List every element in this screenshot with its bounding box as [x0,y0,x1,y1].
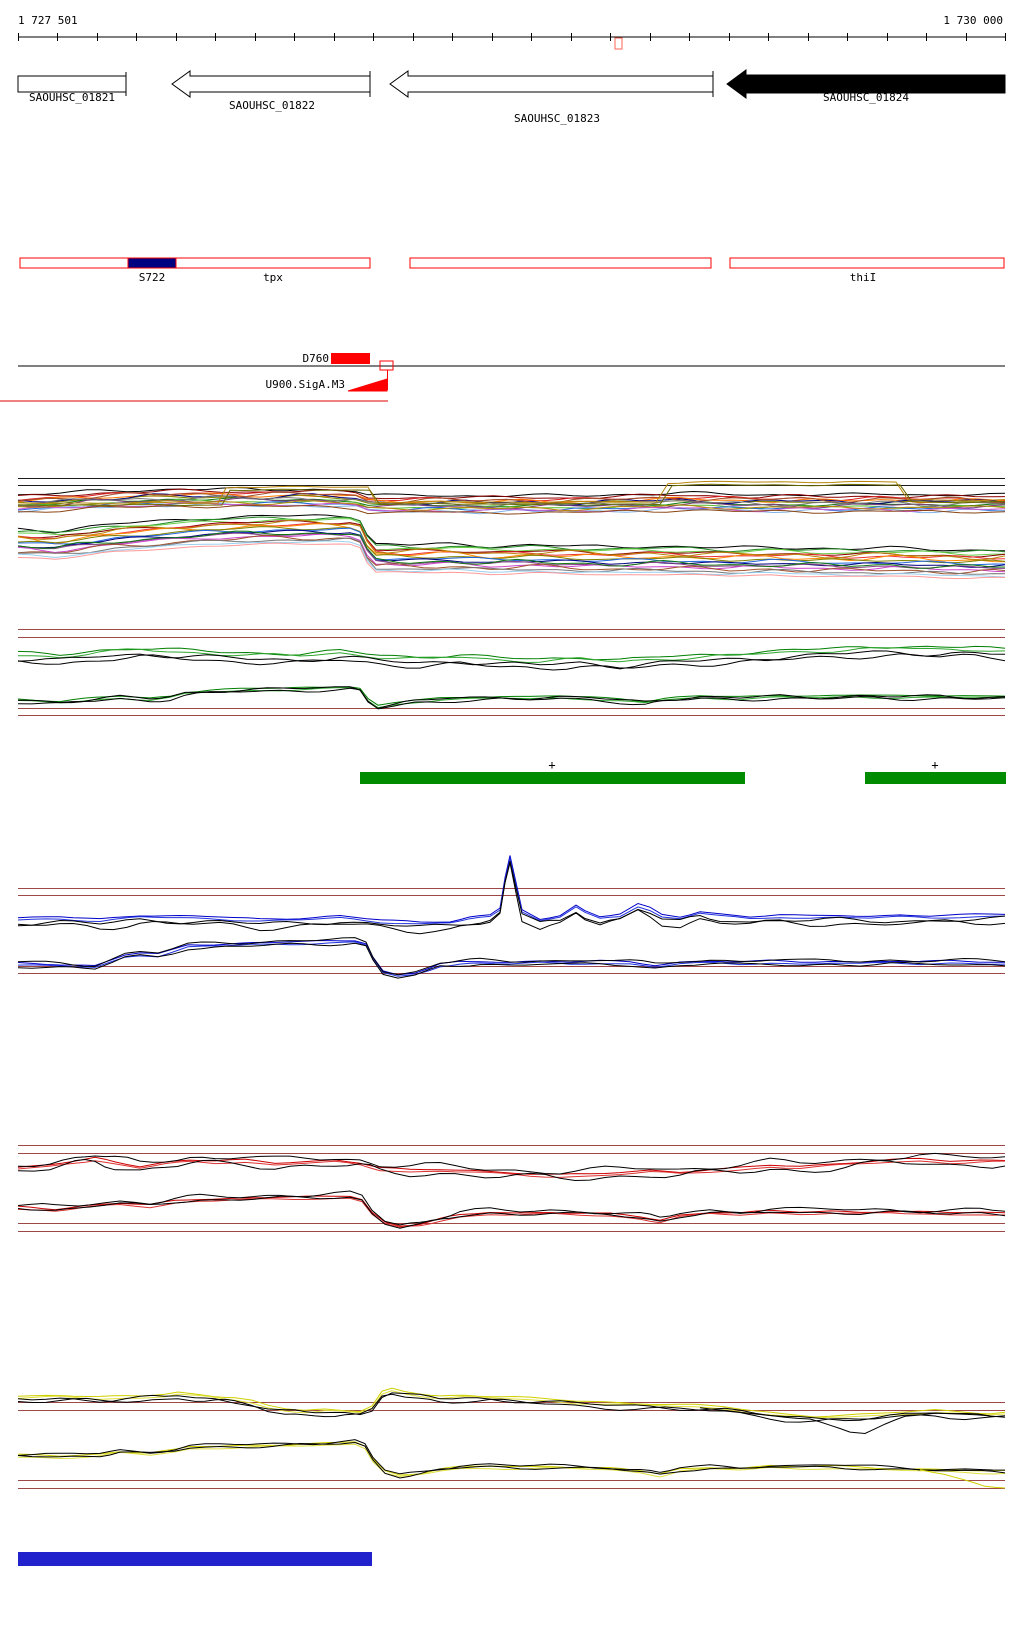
coverage-yellow-line [17,1441,1006,1479]
coverage-green-line [17,687,1006,710]
gene-label: SAOUHSC_01822 [229,99,315,112]
gene-arrow[interactable] [389,70,714,98]
ruler-selection-marker[interactable] [614,37,623,50]
coverage-blue-line [17,940,1006,976]
plus-strand-bar[interactable] [360,772,745,784]
coverage-yellow-special-line [919,1469,1006,1489]
motif-d760-box[interactable] [331,353,370,364]
coverage-all-samples-line [18,504,1006,515]
coverage-blue-line [17,942,1006,979]
gene-arrow[interactable] [726,69,1006,99]
feature-label: S722 [139,271,166,284]
gene-arrow[interactable] [17,75,127,93]
coverage-blue-line [17,941,1006,977]
coverage-red-line [17,1152,1006,1175]
coverage-green-line [17,645,1006,661]
coverage-all-samples-line [17,518,1005,556]
coverage-all-samples-line [17,488,1006,500]
coverage-red-line [17,1160,1006,1178]
coverage-all-samples-line [17,500,1006,512]
coverage-all-samples-line [17,527,1006,566]
coverage-all-samples-line [17,537,1006,575]
gene-label: SAOUHSC_01821 [29,91,115,104]
coverage-all-samples-special-line [17,480,1006,505]
coverage-yellow-line [18,1443,1006,1478]
coverage-all-samples-line [17,497,1006,510]
coverage-all-samples-line [17,542,1006,580]
coverage-all-samples-line [17,501,1006,513]
gene-arrow[interactable] [171,70,371,98]
coverage-all-samples-line [17,526,1006,564]
coverage-yellow-line [17,1390,1006,1419]
feature-box[interactable] [729,257,1005,269]
feature-label: tpx [263,271,283,284]
coverage-all-samples-line [17,530,1006,569]
coverage-blue-line [17,937,1006,976]
coverage-all-samples-line [17,516,1006,553]
feature-box[interactable] [409,257,712,269]
selection-bar[interactable] [18,1552,372,1566]
coverage-red-line [17,1156,1006,1175]
coverage-all-samples-line [17,523,1006,563]
coverage-blue-line [17,855,1006,923]
coverage-all-samples-special-line [17,483,1005,507]
coverage-green-line [17,646,1006,664]
motif-u900-triangle[interactable] [347,378,388,392]
coverage-red-line [17,1190,1006,1226]
coverage-green-line [17,650,1006,670]
coverage-green-line [17,653,1006,671]
coverage-blue-line [17,862,1006,935]
motif-terminator-box[interactable] [379,360,394,371]
feature-sub-box[interactable] [127,257,177,269]
ruler-start-label: 1 727 501 [18,14,78,27]
coverage-red-line [17,1195,1006,1227]
coverage-yellow-line [17,1387,1006,1418]
feature-label: thiI [850,271,877,284]
coverage-red-line [17,1158,1006,1182]
coverage-red-line [17,1195,1006,1229]
coverage-all-samples-line [17,519,1006,561]
feature-box[interactable] [19,257,371,269]
coverage-all-samples-line [17,533,1006,573]
ruler-end-label: 1 730 000 [943,14,1003,27]
coverage-all-samples-line [17,494,1006,509]
gene-label: SAOUHSC_01824 [823,91,909,104]
motif-d760-label: D760 [303,352,330,365]
motif-u900-label: U900.SigA.M3 [266,378,345,391]
gene-label: SAOUHSC_01823 [514,112,600,125]
plus-sign: + [931,758,938,772]
coverage-yellow-line [17,1393,1006,1423]
coverage-yellow-special-line [699,1407,991,1435]
coverage-all-samples-line [17,491,1006,505]
coverage-all-samples-line [17,540,1006,578]
plus-strand-bar[interactable] [865,772,1006,784]
coverage-yellow-line [17,1439,1006,1475]
plus-sign: + [548,758,555,772]
